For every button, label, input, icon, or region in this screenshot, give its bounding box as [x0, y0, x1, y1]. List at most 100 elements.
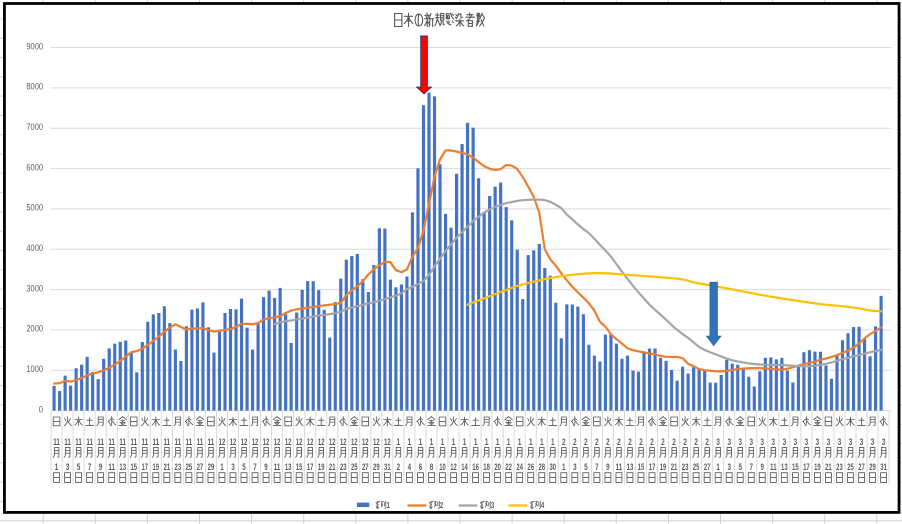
svg-text:3: 3 — [783, 437, 787, 448]
svg-text:27: 27 — [704, 462, 711, 473]
svg-text:5: 5 — [738, 462, 742, 473]
svg-text:3: 3 — [738, 437, 742, 448]
svg-text:25: 25 — [847, 462, 854, 473]
svg-text:4: 4 — [408, 462, 412, 473]
svg-text:2000: 2000 — [26, 324, 43, 335]
svg-text:17: 17 — [649, 462, 656, 473]
svg-text:3: 3 — [827, 437, 831, 448]
svg-text:2: 2 — [694, 437, 698, 448]
svg-text:3: 3 — [882, 437, 886, 448]
svg-text:11: 11 — [208, 437, 215, 448]
svg-text:2: 2 — [639, 437, 643, 448]
svg-text:11: 11 — [75, 437, 82, 448]
svg-text:11: 11 — [152, 437, 159, 448]
svg-text:2: 2 — [672, 437, 676, 448]
svg-text:12: 12 — [241, 437, 248, 448]
svg-text:27: 27 — [858, 462, 865, 473]
svg-text:2: 2 — [628, 437, 632, 448]
svg-text:3: 3 — [860, 437, 864, 448]
svg-text:7: 7 — [750, 462, 754, 473]
svg-text:1: 1 — [220, 462, 224, 473]
svg-text:3: 3 — [491, 501, 495, 510]
svg-text:2: 2 — [573, 437, 577, 448]
svg-text:3: 3 — [573, 462, 577, 473]
svg-text:1: 1 — [55, 462, 59, 473]
svg-text:31: 31 — [384, 462, 391, 473]
svg-text:12: 12 — [296, 437, 303, 448]
svg-text:11: 11 — [197, 437, 204, 448]
svg-text:3: 3 — [716, 437, 720, 448]
svg-text:11: 11 — [119, 437, 126, 448]
svg-text:12: 12 — [340, 437, 347, 448]
svg-text:4: 4 — [541, 501, 545, 510]
svg-text:3: 3 — [871, 437, 875, 448]
svg-text:12: 12 — [230, 437, 237, 448]
svg-text:8000: 8000 — [26, 82, 43, 93]
svg-text:5: 5 — [77, 462, 81, 473]
svg-text:2: 2 — [584, 437, 588, 448]
svg-text:15: 15 — [296, 462, 303, 473]
svg-text:7: 7 — [253, 462, 257, 473]
svg-text:0: 0 — [39, 404, 43, 415]
svg-text:26: 26 — [527, 462, 534, 473]
svg-text:5: 5 — [242, 462, 246, 473]
svg-text:23: 23 — [340, 462, 347, 473]
svg-text:25: 25 — [186, 462, 193, 473]
svg-text:22: 22 — [505, 462, 512, 473]
svg-text:13: 13 — [781, 462, 788, 473]
svg-text:13: 13 — [119, 462, 126, 473]
svg-text:11: 11 — [86, 437, 93, 448]
svg-text:15: 15 — [792, 462, 799, 473]
svg-text:2: 2 — [617, 437, 621, 448]
svg-text:27: 27 — [197, 462, 204, 473]
svg-text:11: 11 — [186, 437, 193, 448]
svg-text:12: 12 — [307, 437, 314, 448]
svg-text:19: 19 — [318, 462, 325, 473]
svg-text:11: 11 — [108, 462, 115, 473]
svg-text:12: 12 — [373, 437, 380, 448]
svg-text:6000: 6000 — [26, 162, 43, 173]
svg-text:15: 15 — [130, 462, 137, 473]
svg-text:9: 9 — [99, 462, 103, 473]
svg-text:3: 3 — [231, 462, 235, 473]
svg-text:11: 11 — [616, 462, 623, 473]
svg-text:2: 2 — [705, 437, 709, 448]
svg-text:29: 29 — [373, 462, 380, 473]
svg-text:7: 7 — [595, 462, 599, 473]
svg-text:11: 11 — [770, 462, 777, 473]
svg-text:13: 13 — [285, 462, 292, 473]
svg-text:2: 2 — [440, 501, 444, 510]
svg-text:1: 1 — [387, 501, 391, 510]
svg-text:3: 3 — [772, 437, 776, 448]
svg-text:1: 1 — [430, 437, 434, 448]
svg-text:15: 15 — [638, 462, 645, 473]
svg-text:6: 6 — [419, 462, 423, 473]
svg-text:19: 19 — [152, 462, 159, 473]
svg-text:12: 12 — [252, 437, 259, 448]
svg-text:1: 1 — [716, 462, 720, 473]
svg-text:11: 11 — [175, 437, 182, 448]
svg-text:12: 12 — [329, 437, 336, 448]
svg-text:3: 3 — [805, 437, 809, 448]
svg-text:8: 8 — [430, 462, 434, 473]
svg-text:2: 2 — [661, 437, 665, 448]
svg-text:12: 12 — [384, 437, 391, 448]
svg-text:12: 12 — [219, 437, 226, 448]
svg-text:11: 11 — [130, 437, 137, 448]
svg-text:23: 23 — [682, 462, 689, 473]
svg-text:17: 17 — [803, 462, 810, 473]
svg-text:2: 2 — [595, 437, 599, 448]
svg-text:11: 11 — [164, 437, 171, 448]
svg-text:11: 11 — [108, 437, 115, 448]
svg-text:11: 11 — [274, 462, 281, 473]
svg-text:21: 21 — [164, 462, 171, 473]
svg-text:25: 25 — [693, 462, 700, 473]
svg-text:2: 2 — [650, 437, 654, 448]
svg-text:1: 1 — [551, 437, 555, 448]
svg-text:29: 29 — [208, 462, 215, 473]
svg-text:19: 19 — [660, 462, 667, 473]
svg-text:24: 24 — [516, 462, 523, 473]
svg-text:21: 21 — [329, 462, 336, 473]
svg-text:12: 12 — [274, 437, 281, 448]
svg-text:9: 9 — [761, 462, 765, 473]
